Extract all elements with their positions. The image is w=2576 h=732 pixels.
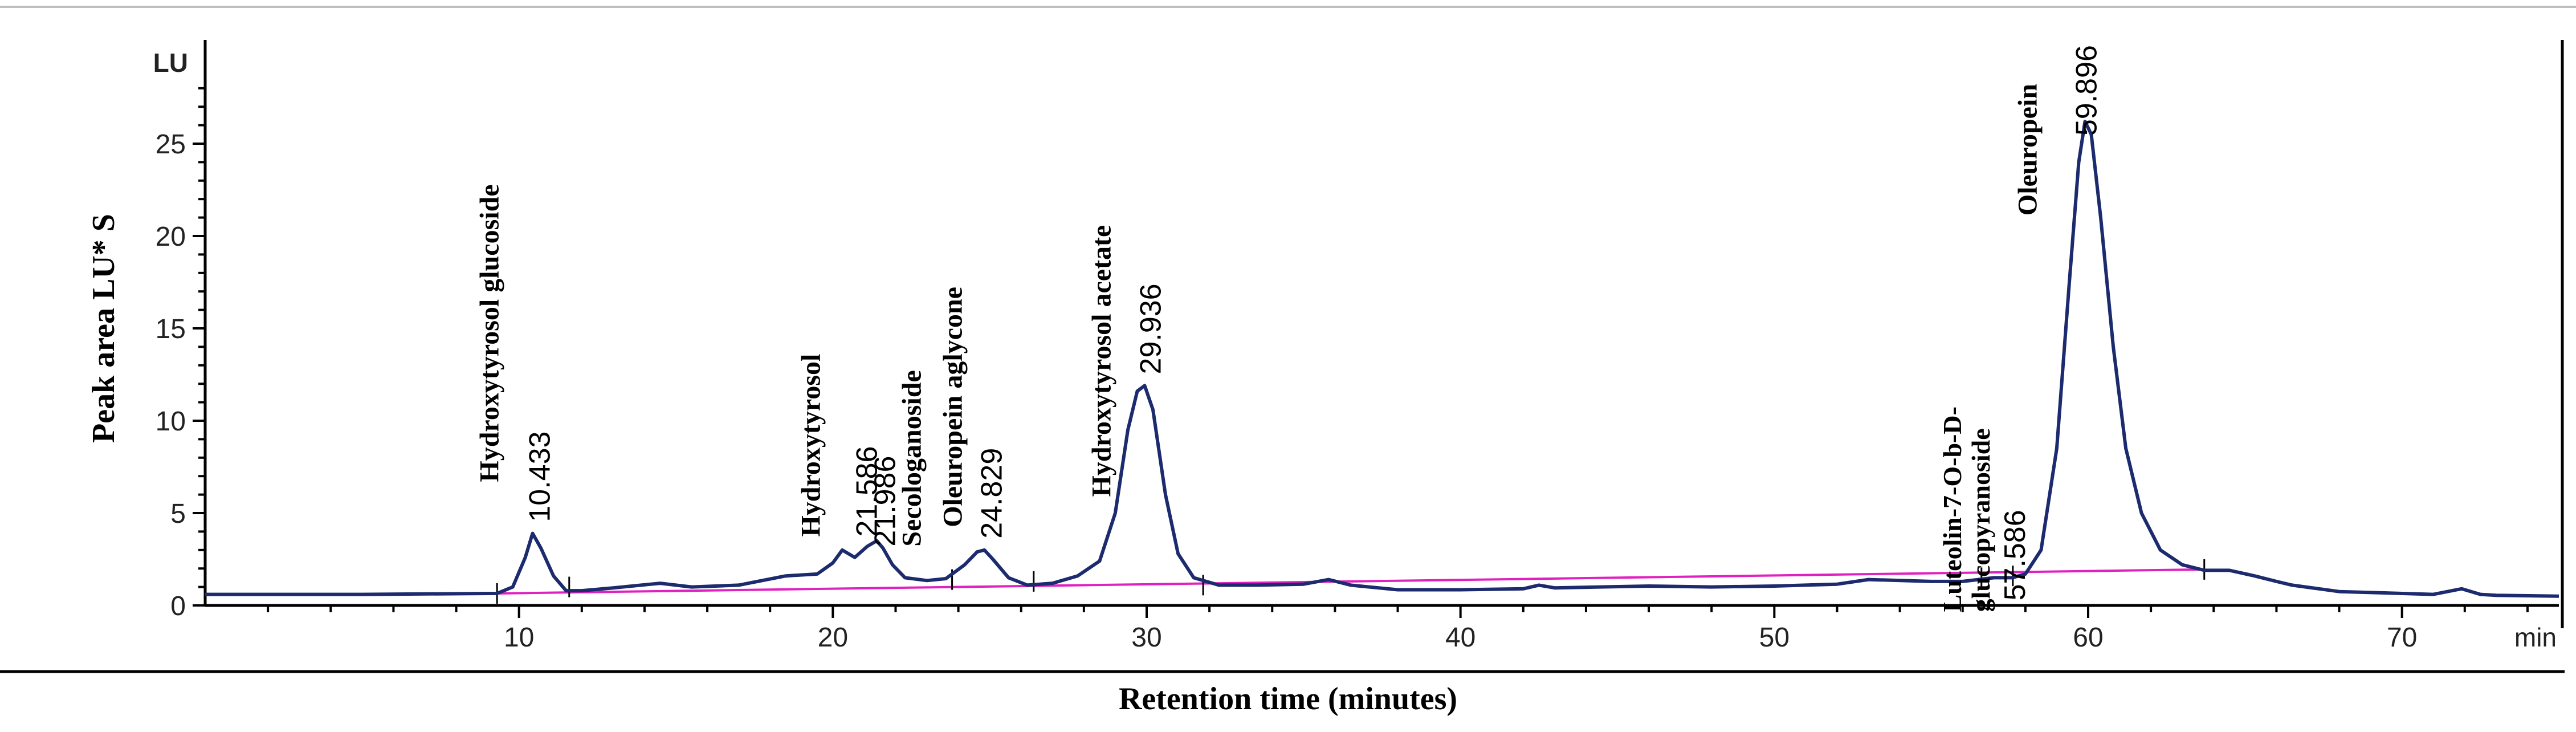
integration-baseline (497, 568, 2204, 595)
peak-rt-label: 24.829 (975, 448, 1008, 539)
x-tick-label: 20 (818, 623, 848, 653)
y-tick-label: 20 (156, 222, 186, 252)
y-axis-title: Peak area LU* S (86, 214, 121, 443)
y-tick-label: 5 (170, 499, 186, 529)
peak-rt-label: 29.936 (1134, 283, 1167, 374)
x-tick-label: 70 (2387, 623, 2417, 653)
y-unit-label: LU (153, 48, 188, 78)
x-tick-label: 40 (1445, 623, 1476, 653)
y-tick-label: 25 (156, 129, 186, 160)
peak-name-label: Hydroxytyrosol (796, 354, 826, 537)
peak-name-label: Hydroxytyrosol glucoside (475, 184, 505, 482)
x-tick-label: 50 (1759, 623, 1790, 653)
x-axis-title: Retention time (minutes) (1119, 681, 1457, 717)
peak-rt-label: 21.586 (851, 446, 884, 537)
peak-name-label: Secologanoside (897, 370, 927, 546)
x-tick-label: 60 (2073, 623, 2103, 653)
x-tick-label: 10 (504, 623, 534, 653)
peak-rt-label: 59.896 (2070, 45, 2103, 136)
x-tick-label: 30 (1131, 623, 1161, 653)
peak-name-label: Oleuropein aglycone (938, 287, 968, 527)
chromatogram-trace (205, 120, 2559, 598)
peak-rt-label: 57.586 (1999, 510, 2032, 600)
y-tick-label: 15 (156, 314, 186, 344)
peak-name-label-line1: Luteolin-7-O-b-D- (1938, 406, 1967, 612)
peak-name-label: Oleuropein (2012, 84, 2043, 215)
y-tick-label: 0 (170, 591, 186, 621)
y-tick-label: 10 (156, 406, 186, 437)
peak-name-label-line2: glucopyranoside (1966, 428, 1995, 612)
peak-rt-label: 10.433 (524, 432, 557, 522)
x-unit-label: min (2514, 623, 2557, 652)
peak-name-label: Hydroxytyrosol acetate (1086, 225, 1116, 497)
peak-rt-label: 21.986 (869, 456, 902, 547)
